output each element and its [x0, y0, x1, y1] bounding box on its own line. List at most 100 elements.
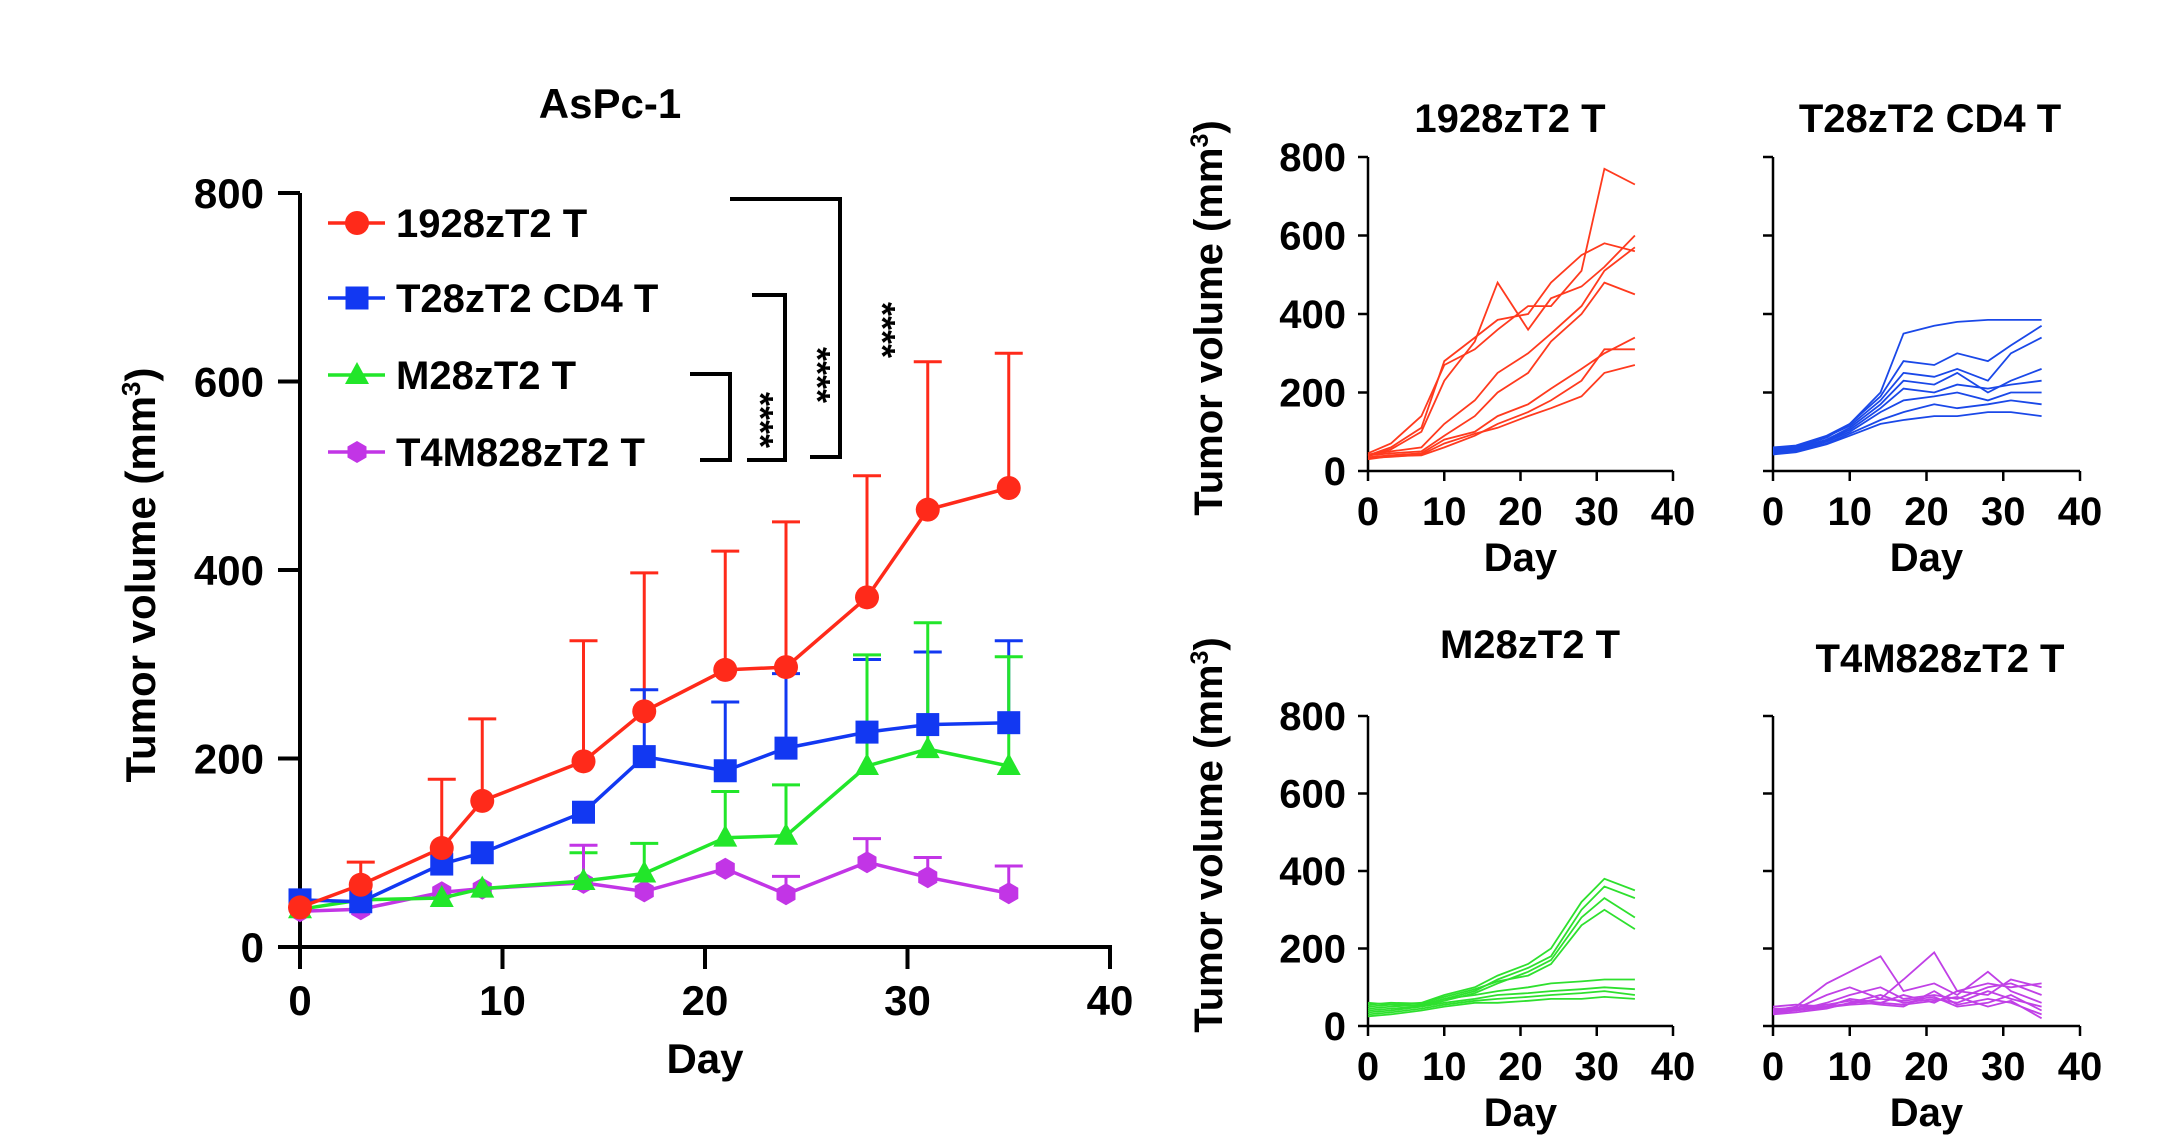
x-tick-label: 20	[1498, 1045, 1543, 1089]
data-point	[855, 720, 879, 744]
data-point	[345, 286, 369, 310]
individual-line	[1772, 318, 2042, 449]
individual-line	[1772, 955, 2042, 1012]
y-axis-label: Tumor volume (mm3)	[116, 367, 164, 782]
data-point	[857, 851, 877, 874]
y-tick-label: 200	[194, 736, 264, 783]
data-point	[713, 657, 738, 682]
x-tick-label: 20	[1498, 490, 1543, 534]
individual-line	[1367, 995, 1635, 1018]
significance-label: ****	[740, 392, 781, 448]
y-tick-label: 800	[1279, 695, 1346, 739]
legend-item: M28zT2 T	[328, 354, 576, 398]
x-tick-label: 40	[2058, 1045, 2103, 1089]
x-axis-label: Day	[1484, 536, 1558, 580]
individual-line	[1772, 990, 2042, 1016]
error-bars-T28zT2 CD4 T	[630, 639, 1023, 771]
spaghetti-lines	[1367, 877, 1636, 1018]
series-line	[299, 747, 1010, 912]
y-tick-label: 600	[194, 359, 264, 406]
y-tick-label: 800	[1279, 136, 1346, 180]
x-axis-label: Day	[1890, 536, 1964, 580]
significance-bracket	[747, 293, 787, 462]
individual-line	[1773, 951, 2042, 1010]
individual-line	[1367, 990, 1636, 1016]
individual-line	[1772, 368, 2042, 452]
panel-T28zT2 CD4 T: T28zT2 CD4 T 0 10 20 30 40 Day	[1762, 97, 2102, 580]
individual-line	[1367, 336, 1636, 459]
data-point	[713, 824, 738, 847]
y-tick-label: 400	[1279, 850, 1346, 894]
data-point	[776, 883, 796, 906]
individual-line	[1367, 246, 1636, 456]
significance-bracket	[690, 372, 732, 462]
data-point	[915, 497, 940, 522]
data-point	[996, 476, 1021, 501]
significance-label: ****	[862, 302, 903, 358]
data-point	[916, 713, 940, 737]
data-point	[349, 890, 373, 914]
y-tick-label: 0	[1324, 450, 1346, 494]
individual-line	[1772, 411, 2042, 456]
x-tick-label: 40	[2058, 490, 2103, 534]
individual-line	[1367, 908, 1636, 1006]
individual-line	[1367, 234, 1636, 457]
data-point	[572, 800, 595, 824]
data-point	[634, 880, 654, 903]
legend-label: 1928zT2 T	[396, 202, 587, 246]
legend-label: T4M828zT2 T	[396, 431, 645, 475]
significance-bracket	[730, 197, 842, 459]
data-point	[429, 884, 454, 907]
individual-line	[1772, 325, 2043, 451]
spaghetti-lines	[1772, 951, 2043, 1020]
individual-line	[1367, 364, 1636, 459]
legend-label: T28zT2 CD4 T	[396, 277, 658, 321]
y-tick-label: 0	[1324, 1005, 1346, 1049]
legend-label: M28zT2 T	[396, 354, 576, 398]
y-tick-label: 0	[241, 924, 264, 971]
x-tick-label: 30	[1575, 1045, 1620, 1089]
x-tick-label: 10	[479, 977, 526, 1024]
data-point	[470, 875, 495, 898]
data-point	[774, 736, 798, 760]
x-tick-label: 40	[1651, 1045, 1696, 1089]
legend: 1928zT2 T T28zT2 CD4 T M28zT2 T T4M828zT2 T	[328, 202, 658, 475]
series-1928zT2 T	[288, 476, 1021, 920]
data-point	[571, 749, 596, 774]
x-tick-label: 40	[1087, 977, 1134, 1024]
x-tick-label: 30	[1981, 1045, 2026, 1089]
y-axis-label: Tumor volume (mm3)	[1186, 120, 1231, 515]
y-tick-label: 800	[194, 170, 264, 217]
data-point	[715, 857, 735, 880]
x-tick-label: 30	[884, 977, 931, 1024]
legend-item: T28zT2 CD4 T	[328, 277, 658, 321]
x-tick-label: 20	[682, 977, 729, 1024]
data-point	[713, 759, 737, 783]
legend-item: 1928zT2 T	[328, 202, 587, 246]
series-T4M828zT2 T	[290, 851, 1019, 923]
y-tick-label: 400	[194, 547, 264, 594]
error-bars-1928zT2 T	[346, 351, 1023, 885]
x-tick-label: 0	[1762, 1045, 1784, 1089]
data-point	[347, 441, 367, 463]
x-tick-label: 0	[1762, 490, 1784, 534]
spaghetti-lines	[1367, 167, 1636, 461]
y-tick-label: 600	[1279, 215, 1346, 259]
data-point	[345, 211, 369, 235]
data-point	[774, 655, 798, 680]
data-point	[345, 362, 369, 384]
axes: 0 200 400 600 800 0 10 20 30 40 Day Tumor volume (m…	[116, 170, 1133, 1082]
data-point	[571, 868, 596, 891]
data-point	[348, 872, 373, 897]
panel-title: T28zT2 CD4 T	[1799, 97, 2061, 141]
data-point	[632, 860, 657, 883]
individual-line	[1367, 978, 1635, 1007]
x-tick-label: 0	[1357, 490, 1379, 534]
y-tick-label: 400	[1279, 293, 1346, 337]
individual-line	[1772, 995, 2043, 1020]
y-tick-label: 600	[1279, 773, 1346, 817]
panel-M28zT2 T: M28zT2 T 0 200 400 600 800 0 10 20 30 40 Day Tumor v…	[1186, 623, 1695, 1135]
x-tick-label: 0	[1357, 1045, 1379, 1089]
individual-line	[1367, 986, 1635, 1014]
